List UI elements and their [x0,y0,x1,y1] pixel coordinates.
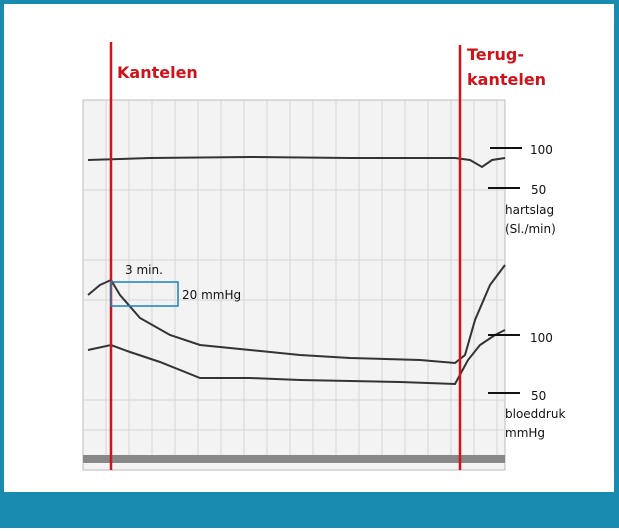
axis-label: mmHg [505,426,545,440]
time-strip [83,455,505,463]
duration-label: 3 min. [125,263,163,277]
tilt-back-label: kantelen [467,70,546,89]
axis-label: (Sl./min) [505,222,556,236]
scale-label: 100 [530,331,553,345]
scale-label: 50 [531,183,546,197]
pressure-scale-label: 20 mmHg [182,288,241,302]
axis-label: hartslag [505,203,554,217]
axis-label: bloeddruk [505,407,565,421]
recording [83,100,505,470]
figure: Kantelen Terug- kantelen 3 min. 20 mmHg … [0,0,619,528]
recording-background [83,100,505,470]
tilt-label: Kantelen [117,63,198,82]
scale-label: 50 [531,389,546,403]
scale-label: 100 [530,143,553,157]
tilt-back-label: Terug- [467,45,524,64]
